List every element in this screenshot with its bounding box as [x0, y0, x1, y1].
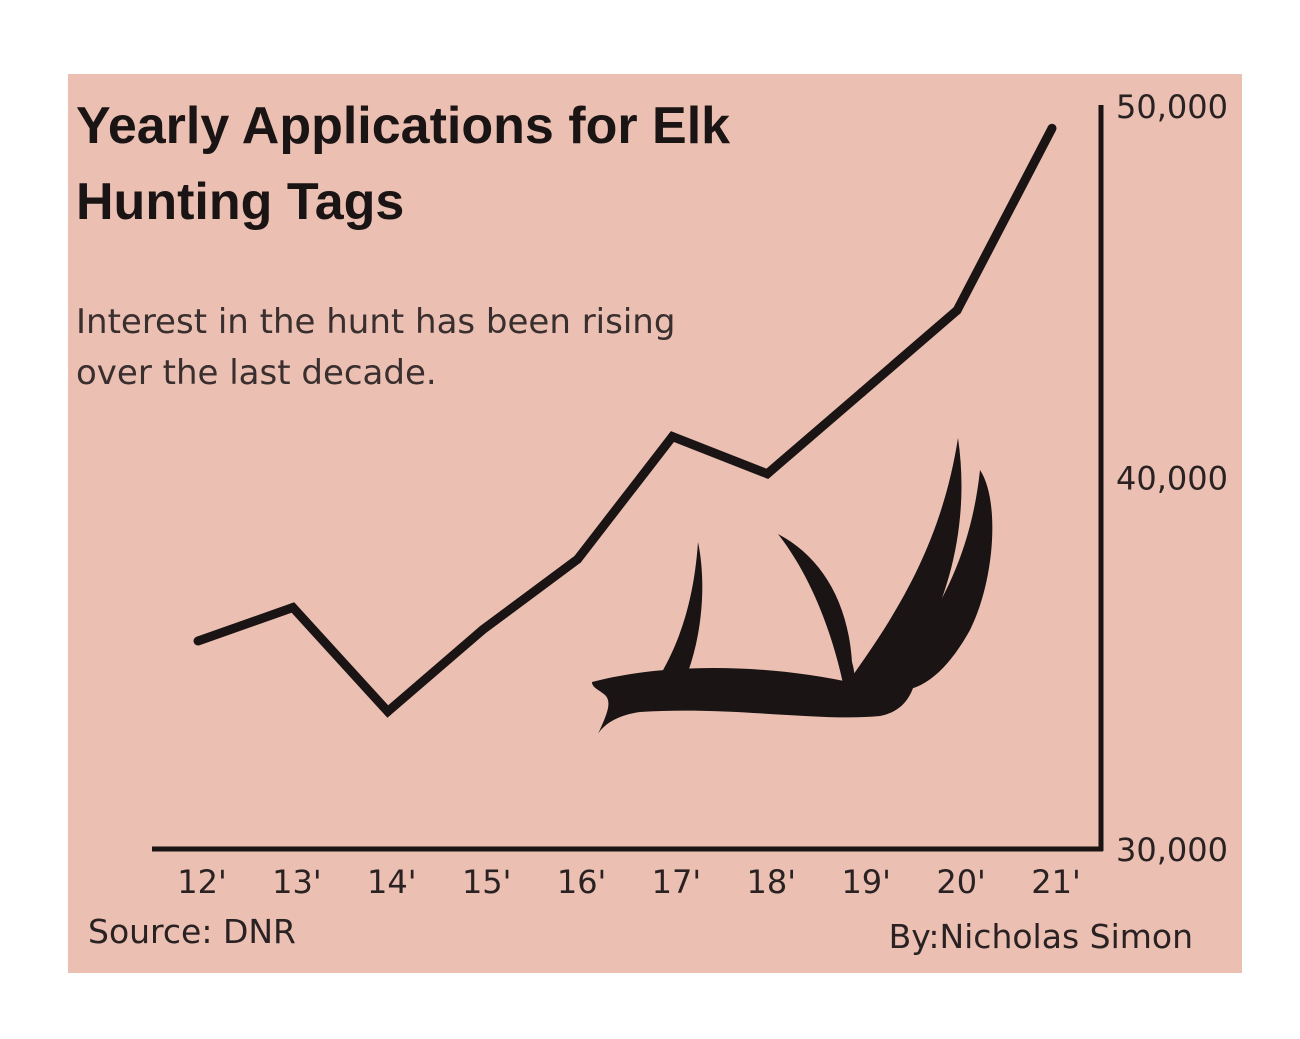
source-note: Source: DNR	[88, 912, 296, 951]
data-point	[1047, 123, 1057, 133]
x-tick-label: 14'	[367, 863, 417, 901]
data-point	[478, 625, 488, 635]
data-point	[667, 432, 677, 442]
x-tick-label: 16'	[557, 863, 607, 901]
data-point	[193, 636, 203, 646]
byline: By:Nicholas Simon	[889, 917, 1193, 956]
y-tick-label: 40,000	[1116, 460, 1228, 498]
data-point	[383, 707, 393, 716]
x-tick-label: 12'	[177, 863, 227, 901]
y-tick-label: 50,000	[1116, 88, 1228, 126]
chart-subtitle-line-2: over the last decade.	[76, 353, 437, 393]
chart-subtitle-line-1: Interest in the hunt has been rising	[76, 302, 675, 342]
data-point	[762, 469, 772, 479]
x-tick-label: 17'	[652, 863, 702, 901]
chart-title-line-2: Hunting Tags	[76, 173, 404, 231]
antler-icon	[592, 438, 993, 734]
x-tick-label: 21'	[1031, 863, 1081, 901]
x-tick-label: 19'	[841, 863, 891, 901]
x-tick-label: 18'	[747, 863, 797, 901]
x-tick-label: 15'	[462, 863, 512, 901]
data-point	[573, 554, 583, 564]
y-tick-label: 30,000	[1116, 831, 1228, 869]
chart-title-line-1: Yearly Applications for Elk	[76, 97, 730, 155]
data-point	[288, 603, 298, 612]
series-line	[196, 126, 1056, 718]
data-point	[952, 305, 962, 315]
x-tick-label: 20'	[936, 863, 986, 901]
data-point	[857, 387, 867, 397]
x-tick-label: 13'	[272, 863, 322, 901]
chart-background	[68, 74, 1242, 973]
